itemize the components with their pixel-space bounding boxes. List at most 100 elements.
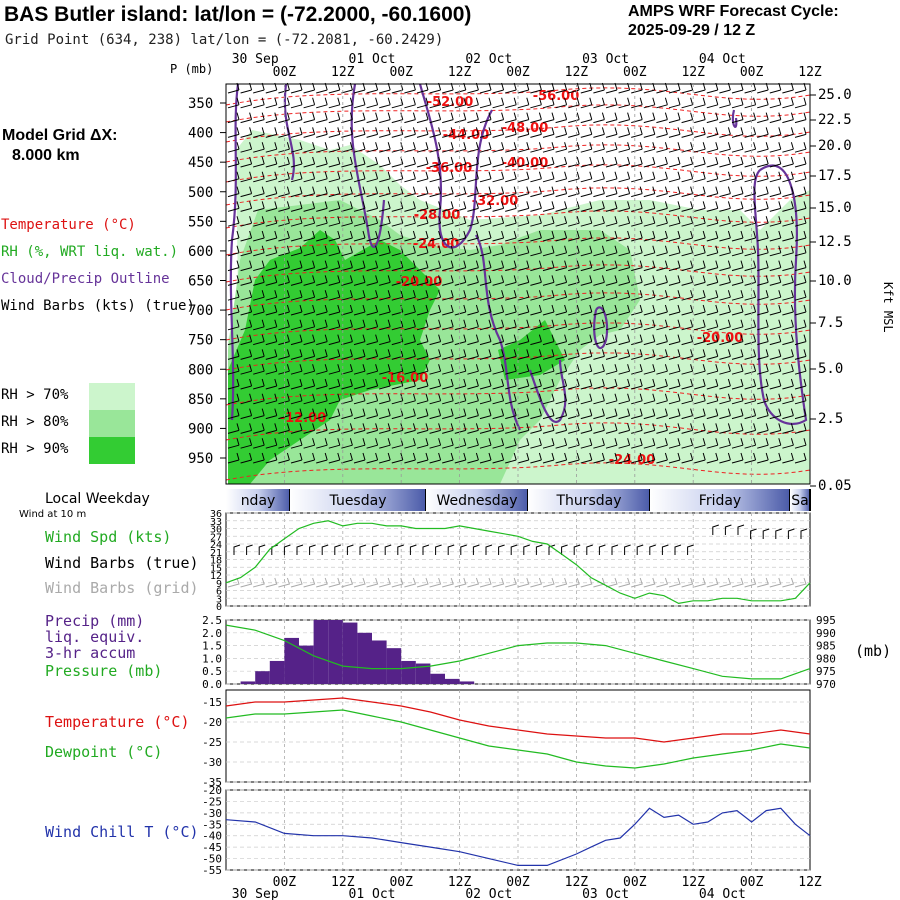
wind-barb bbox=[668, 319, 681, 331]
wind-barb bbox=[568, 112, 580, 124]
wind-barb bbox=[731, 230, 744, 242]
wind-barb bbox=[379, 245, 391, 257]
wind-barb bbox=[706, 260, 719, 272]
wind-barb bbox=[668, 304, 681, 316]
wind-barb bbox=[706, 97, 719, 109]
wind-barb bbox=[731, 156, 744, 168]
wind-barb bbox=[341, 408, 353, 420]
wind-barb bbox=[467, 245, 479, 257]
pressure-tick-label: 750 bbox=[188, 333, 213, 349]
wind-barb bbox=[391, 260, 404, 272]
wind-barb bbox=[643, 156, 656, 168]
temp-panel-tick-label: -30 bbox=[202, 756, 222, 769]
wind-barb bbox=[555, 304, 568, 316]
wind-barb bbox=[782, 452, 794, 464]
wind-panel-tick-label: 30 bbox=[210, 525, 222, 536]
wind-barb bbox=[328, 186, 341, 198]
wind-barb bbox=[391, 230, 404, 242]
wind-barb bbox=[794, 142, 807, 153]
wind-barb bbox=[303, 304, 316, 316]
wind-barb bbox=[757, 452, 769, 464]
wind-barb bbox=[353, 452, 366, 464]
wind-barb bbox=[366, 423, 379, 434]
wind-barb bbox=[668, 156, 681, 168]
wind-barb bbox=[227, 201, 240, 212]
wind-barb bbox=[568, 156, 580, 168]
wind-barb bbox=[706, 127, 719, 138]
wind-barb bbox=[505, 349, 517, 360]
wind-barb bbox=[253, 423, 265, 434]
wind-barb bbox=[379, 97, 391, 109]
wind-barb bbox=[656, 112, 668, 124]
pressure-tick-label: 900 bbox=[188, 421, 213, 437]
grid-wind-barb bbox=[290, 577, 303, 588]
wind-barb bbox=[744, 216, 757, 227]
wind-barb bbox=[605, 319, 618, 331]
wind-barb bbox=[442, 408, 454, 420]
wind-barb bbox=[530, 438, 542, 449]
wind-barb bbox=[605, 364, 618, 375]
wind-barb bbox=[517, 142, 530, 153]
wind-barb bbox=[366, 304, 379, 316]
wind-barb bbox=[454, 112, 467, 124]
wind-barb bbox=[694, 334, 706, 346]
wind-barb bbox=[744, 275, 757, 286]
pressure-line bbox=[225, 624, 811, 680]
wind-barb bbox=[467, 319, 479, 331]
wind-barb bbox=[479, 423, 492, 434]
wind-barb bbox=[227, 275, 240, 286]
wind-barb bbox=[618, 378, 631, 390]
wind-barb bbox=[757, 304, 769, 316]
precip-bar bbox=[313, 620, 329, 684]
wind-barb bbox=[492, 290, 505, 301]
wind-barb bbox=[316, 112, 328, 124]
pressure-tick-label: 550 bbox=[188, 214, 213, 230]
wind-barb bbox=[265, 319, 278, 331]
chill-panel-tick-label: -55 bbox=[202, 864, 222, 877]
wind-barb bbox=[694, 201, 706, 212]
wind-barb bbox=[542, 186, 555, 198]
temperature-line bbox=[225, 697, 811, 743]
wind-barb bbox=[416, 186, 429, 198]
height-tick-label: 17.5 bbox=[818, 168, 852, 184]
wind-barb bbox=[542, 452, 555, 464]
wind-barb bbox=[253, 438, 265, 449]
wind-barb bbox=[568, 408, 580, 420]
precip-panel-label-1: liq. equiv. bbox=[45, 628, 145, 646]
wind-barb bbox=[694, 275, 706, 286]
wind-barb bbox=[555, 186, 568, 198]
wind-barb bbox=[278, 216, 290, 227]
wind-barb bbox=[757, 378, 769, 390]
wind-panel-tick-label: 33 bbox=[210, 517, 222, 528]
wind-barb bbox=[479, 127, 492, 138]
wind-barb bbox=[379, 378, 391, 390]
wind-panel-tick-label: 36 bbox=[210, 509, 222, 520]
wind-barb bbox=[341, 142, 353, 153]
wind-barb bbox=[593, 319, 605, 331]
wind-chill-line bbox=[225, 807, 811, 866]
wind-barb bbox=[265, 393, 278, 405]
wind-barb bbox=[479, 97, 492, 109]
wind-barb bbox=[631, 260, 643, 272]
pressure-tick-label: 450 bbox=[188, 155, 213, 171]
precip-panel-tick-label: 1.0 bbox=[202, 652, 222, 665]
wind-barb bbox=[757, 349, 769, 360]
wind-barb bbox=[316, 216, 328, 227]
wind-barb bbox=[618, 290, 631, 301]
wind-barb bbox=[631, 393, 643, 405]
wind-barb bbox=[605, 275, 618, 286]
wind-barb bbox=[416, 364, 429, 375]
wind-barb bbox=[744, 97, 757, 109]
true-wind-barb bbox=[598, 544, 606, 555]
wind-barb bbox=[328, 378, 341, 390]
wind-barb bbox=[605, 290, 618, 301]
temp-panel-tick-label: -35 bbox=[202, 776, 222, 789]
wind-barb bbox=[253, 452, 265, 464]
wind-barb bbox=[530, 349, 542, 360]
wind-barb bbox=[530, 260, 542, 272]
wind-barb bbox=[404, 290, 416, 301]
wind-barb bbox=[467, 97, 479, 109]
wind-barb bbox=[593, 378, 605, 390]
wind-barb bbox=[668, 408, 681, 420]
wind-barb bbox=[454, 230, 467, 242]
